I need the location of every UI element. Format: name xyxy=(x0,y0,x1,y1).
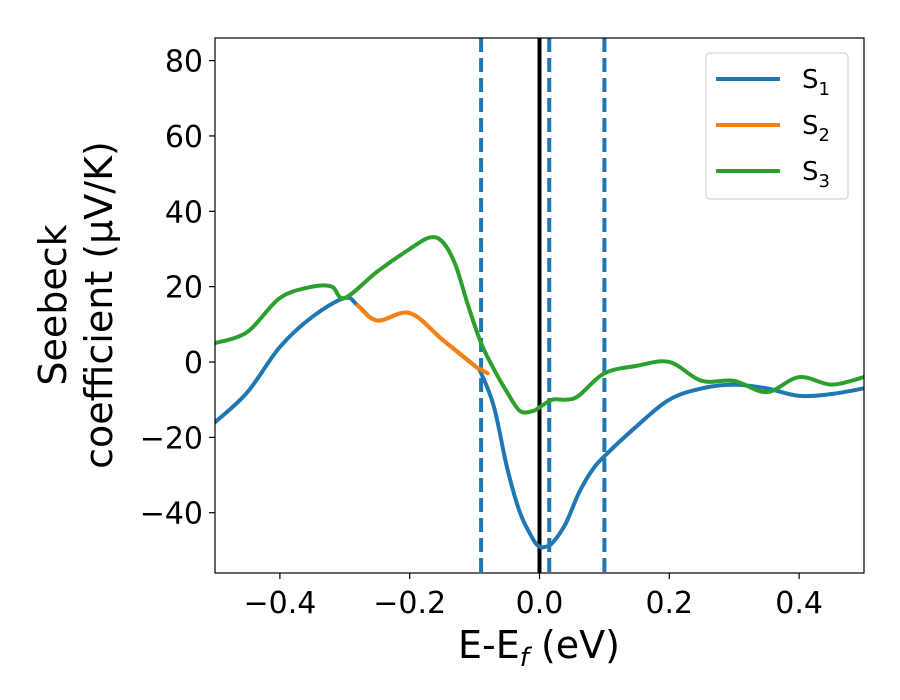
y-tick-label: −40 xyxy=(140,497,203,532)
series-line-s3 xyxy=(215,235,864,415)
x-tick-label: −0.2 xyxy=(373,586,446,621)
y-axis-label-line2: coefficient (μV/K) xyxy=(77,141,121,469)
y-tick-label: 60 xyxy=(165,120,203,155)
legend-label-s1: S1 xyxy=(802,65,830,100)
y-axis-label-line1: Seebeck xyxy=(31,224,75,385)
legend-label-s2: S2 xyxy=(802,111,830,146)
y-tick-label: −20 xyxy=(140,421,203,456)
x-tick-label: 0.2 xyxy=(645,586,693,621)
y-tick-label: 80 xyxy=(165,45,203,80)
y-tick-label: 0 xyxy=(184,346,203,381)
legend-label-s3: S3 xyxy=(802,157,830,192)
x-tick-label: −0.4 xyxy=(243,586,316,621)
x-tick-label: 0.0 xyxy=(516,586,564,621)
legend: S1 S2 S3 xyxy=(705,52,849,200)
x-tick-label: 0.4 xyxy=(775,586,823,621)
x-axis-label-unit: (eV) xyxy=(529,623,620,667)
series-line-s2 xyxy=(355,303,490,376)
x-axis-label-main: E-E xyxy=(458,623,520,667)
x-axis-label: E-Ef (eV) xyxy=(458,623,620,673)
y-tick-label: 20 xyxy=(165,271,203,306)
y-tick-label: 40 xyxy=(165,195,203,230)
